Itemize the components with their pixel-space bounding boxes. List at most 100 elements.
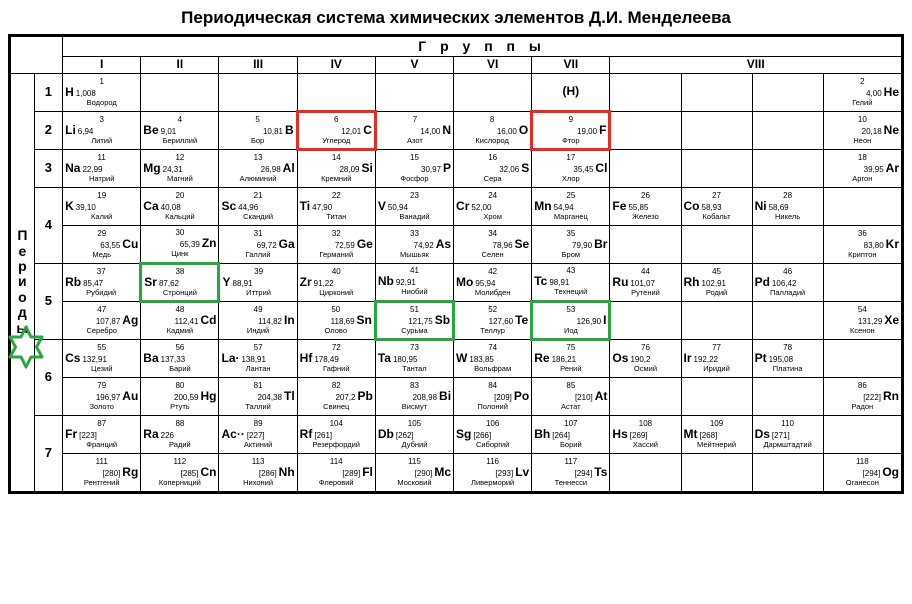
element-cell: 816,00OКислород	[454, 111, 532, 149]
element-cell: 49114,82InИндий	[219, 301, 297, 339]
element-name: Осмий	[612, 365, 678, 373]
symbol-mass: [294]Ts	[534, 466, 607, 479]
element-name: Рентгений	[65, 479, 138, 487]
element-name: Олово	[300, 327, 372, 335]
symbol-mass: Db[262]	[378, 428, 451, 441]
element-cell: 107Bh[264]Борий	[532, 415, 610, 453]
element-cell: 109Mt[268]Мейтнерий	[681, 415, 752, 453]
element-cell: 113[286]NhНихоний	[219, 453, 297, 491]
element-name: Скандий	[221, 213, 294, 221]
symbol-mass: K39,10	[65, 200, 138, 213]
symbol-mass: 200,59Hg	[143, 390, 216, 403]
symbol-mass: Sg[266]	[456, 428, 529, 441]
element-name: Титан	[300, 213, 373, 221]
element-name: Ртуть	[143, 403, 216, 411]
atomic-number: 53	[535, 306, 606, 314]
symbol-mass: Cr52,00	[456, 200, 529, 213]
element-cell: 85[210]AtАстат	[532, 377, 610, 415]
element-name: Углерод	[301, 137, 372, 145]
symbol-mass: Ir192,22	[684, 352, 750, 365]
symbol-mass: Y88,91	[222, 276, 294, 289]
element-cell: 1530,97PФосфор	[375, 149, 453, 187]
symbol-mass: Na22,99	[65, 162, 138, 175]
element-name: Хлор	[534, 175, 607, 183]
symbol-mass: [293]Lv	[456, 466, 529, 479]
symbol-mass: 63,55Cu	[65, 238, 138, 251]
symbol-mass: [286]Nh	[221, 466, 294, 479]
element-cell: 53126,90IИод	[532, 301, 610, 339]
element-cell: 111[280]RgРентгений	[63, 453, 141, 491]
atomic-number: 5	[221, 116, 293, 124]
symbol-mass: H1,008	[65, 86, 138, 99]
atomic-number: 7	[379, 116, 451, 124]
element-name: Серебро	[65, 327, 138, 335]
empty-cell	[454, 73, 532, 111]
empty-cell	[752, 111, 823, 149]
group-num: I	[63, 57, 141, 73]
symbol-mass: La·138,91	[221, 352, 294, 365]
element-name: Кремний	[300, 175, 373, 183]
element-name: Магний	[143, 175, 216, 183]
element-name: Водород	[65, 99, 138, 107]
period-number: 7	[34, 415, 62, 491]
element-cell: 3272,59GeГерманий	[297, 225, 375, 263]
empty-cell	[681, 111, 752, 149]
symbol-mass: Pt195,08	[755, 352, 821, 365]
element-name: Кадмий	[143, 327, 216, 335]
symbol-mass: [290]Mc	[378, 466, 451, 479]
atomic-number: 16	[456, 154, 529, 162]
element-name: Медь	[65, 251, 138, 259]
element-cell: 21Sc44,96Скандий	[219, 187, 297, 225]
element-cell: 118[294]OgОганесон	[823, 453, 901, 491]
element-cell: 74W183,85Вольфрам	[454, 339, 532, 377]
element-cell: 44Ru101,07Рутений	[610, 263, 681, 301]
element-name: Бериллий	[143, 137, 216, 145]
element-cell: 3478,96SeСелен	[454, 225, 532, 263]
element-name: Астат	[534, 403, 607, 411]
element-name: Рутений	[612, 289, 678, 297]
element-cell: 39Y88,91Иттрий	[219, 263, 297, 301]
symbol-mass: Os190,2	[612, 352, 678, 365]
element-name: Платина	[755, 365, 821, 373]
symbol-mass: Ru101,07	[612, 276, 678, 289]
element-cell: 23V50,94Ванадий	[375, 187, 453, 225]
symbol-mass: 107,87Ag	[65, 314, 138, 327]
element-name: Актиний	[221, 441, 294, 449]
symbol-mass: 114,82In	[221, 314, 294, 327]
group-num: VIII	[610, 57, 902, 73]
element-name: Железо	[612, 213, 678, 221]
element-cell: 40Zr91,22Цирконий	[297, 263, 375, 301]
element-cell: 1020,18NeНеон	[823, 111, 901, 149]
atomic-number: 9	[535, 116, 606, 124]
symbol-mass: Hs[269]	[612, 428, 678, 441]
element-name: Рений	[534, 365, 607, 373]
element-cell: 41Nb92,91Ниобий	[375, 263, 453, 301]
element-cell: 4Be9,01Бериллий	[141, 111, 219, 149]
element-name: Родий	[684, 289, 750, 297]
element-cell: 45Rh102,91Родий	[681, 263, 752, 301]
element-name: Мейтнерий	[684, 441, 750, 449]
element-cell: 76Os190,2Осмий	[610, 339, 681, 377]
h-placeholder: (H)	[562, 84, 579, 98]
atomic-number: 77	[684, 344, 750, 352]
symbol-mass: Ca40,08	[143, 200, 216, 213]
element-name: Ниобий	[378, 288, 451, 296]
empty-cell	[752, 225, 823, 263]
element-name: Фтор	[535, 137, 606, 145]
star-marker	[4, 325, 48, 369]
symbol-mass: Mt[268]	[684, 428, 750, 441]
empty-cell	[610, 453, 681, 491]
symbol-mass: 12,01C	[301, 124, 372, 137]
element-name: Дубний	[378, 441, 451, 449]
element-name: Бор	[221, 137, 293, 145]
symbol-mass: Ni58,69	[755, 200, 821, 213]
element-cell: 55Cs132,91Цезий	[63, 339, 141, 377]
element-cell: 114[289]FlФлеровий	[297, 453, 375, 491]
element-cell: 2963,55CuМедь	[63, 225, 141, 263]
atomic-number: 22	[300, 192, 373, 200]
element-cell: 72Hf178,49Гафний	[297, 339, 375, 377]
element-cell: 51121,75SbСурьма	[375, 301, 453, 339]
symbol-mass: Li6,94	[65, 124, 138, 137]
symbol-mass: 83,80Kr	[826, 238, 899, 251]
symbol-mass: 14,00N	[379, 124, 451, 137]
